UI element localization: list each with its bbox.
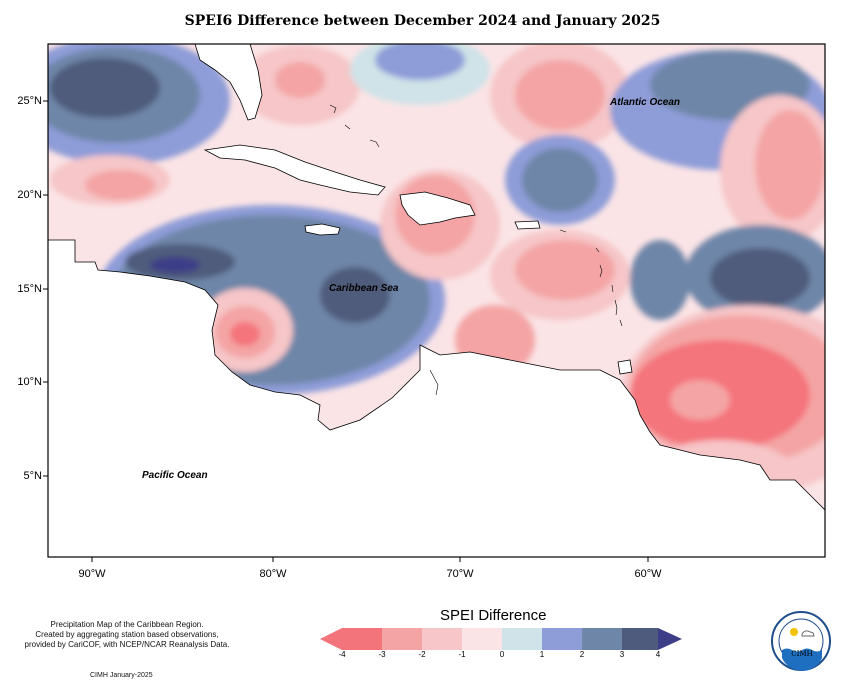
map-frame xyxy=(47,43,826,558)
legend-tick: 3 xyxy=(619,650,625,659)
water-icon xyxy=(782,648,822,671)
lat-label-20n: 20°N xyxy=(17,189,42,201)
credit-line-2: Created by aggregating station based obs… xyxy=(35,630,219,639)
lon-label-80w: 80°W xyxy=(259,568,287,580)
lon-label-60w: 60°W xyxy=(634,568,662,580)
cloud-icon xyxy=(801,630,815,637)
land-mass xyxy=(48,44,825,557)
cimh-logo xyxy=(771,611,831,671)
lon-label-90w: 90°W xyxy=(78,568,106,580)
logo-text: CIMH xyxy=(791,650,813,658)
legend-title: SPEI Difference xyxy=(440,607,547,624)
atlantic-ocean-label: Atlantic Ocean xyxy=(610,97,681,108)
axis-ticks xyxy=(43,100,649,562)
lat-label-5n: 5°N xyxy=(23,470,42,482)
caribbean-sea-label: Caribbean Sea xyxy=(329,283,399,294)
lat-label-15n: 15°N xyxy=(17,283,42,295)
credit-text: Precipitation Map of the Caribbean Regio… xyxy=(12,620,242,650)
credit-line-1: Precipitation Map of the Caribbean Regio… xyxy=(50,620,204,629)
lon-label-70w: 70°W xyxy=(446,568,474,580)
legend-tick: 4 xyxy=(655,650,661,659)
legend-tick: -1 xyxy=(458,650,466,659)
legend-tick: 2 xyxy=(579,650,585,659)
lat-label-25n: 25°N xyxy=(17,95,42,107)
sun-icon xyxy=(790,628,798,636)
legend-tick: -4 xyxy=(338,650,346,659)
credit-line-3: provided by CariCOF, with NCEP/NCAR Rean… xyxy=(24,640,230,649)
footer-date: CIMH January-2025 xyxy=(90,672,153,679)
small-islands xyxy=(329,104,623,396)
legend-tick: -2 xyxy=(418,650,426,659)
spei-field xyxy=(48,44,825,557)
legend-tick: -3 xyxy=(378,650,386,659)
legend-tick: 0 xyxy=(499,650,505,659)
pacific-ocean-label: Pacific Ocean xyxy=(142,470,208,481)
lat-label-10n: 10°N xyxy=(17,376,42,388)
legend-tick: 1 xyxy=(539,650,545,659)
legend-colorbar xyxy=(320,628,682,650)
map-title: SPEI6 Difference between December 2024 a… xyxy=(184,13,661,29)
